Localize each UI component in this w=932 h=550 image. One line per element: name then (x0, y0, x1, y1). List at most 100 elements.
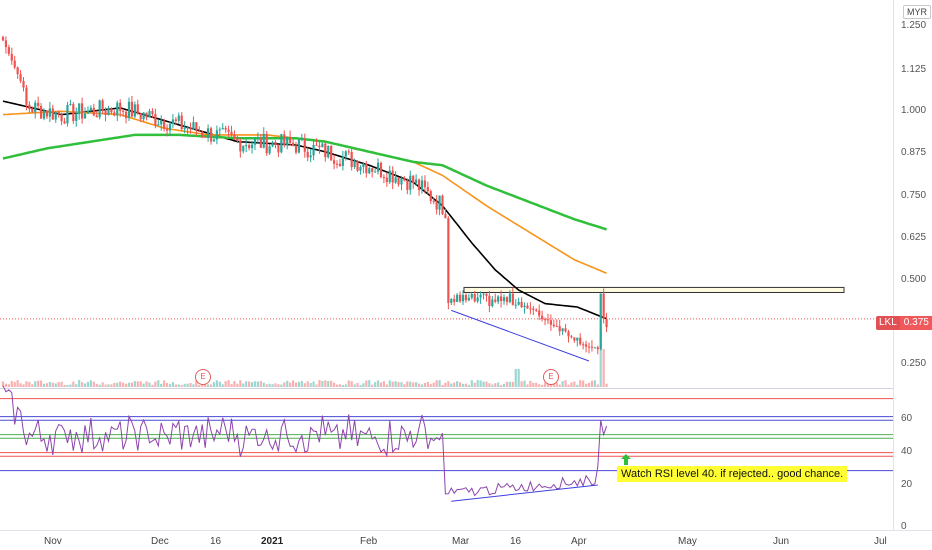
time-tick: Mar (452, 536, 470, 547)
volume-bar (101, 382, 104, 387)
candle-body (165, 128, 169, 131)
volume-bar (438, 380, 441, 387)
candle-body (212, 139, 216, 142)
candle-body (359, 167, 362, 171)
candle-body (306, 151, 309, 158)
time-tick: Feb (360, 536, 378, 547)
volume-bar (165, 382, 169, 387)
candle-body (394, 177, 397, 183)
volume-bar (92, 381, 95, 387)
currency-badge[interactable]: MYR (903, 5, 931, 19)
candle-body (180, 115, 183, 130)
volume-bar (371, 384, 374, 387)
candle-body (327, 145, 330, 158)
candle-body (552, 324, 555, 327)
candle-body (122, 110, 125, 112)
volume-bar (409, 381, 412, 387)
volume-bar (485, 381, 488, 387)
candle-body (130, 101, 134, 117)
volume-bar (274, 383, 277, 387)
volume-bar (508, 381, 511, 387)
candle-body (573, 337, 576, 341)
earnings-event-icon[interactable]: E (543, 369, 559, 385)
candle-body (347, 151, 350, 153)
candle-body (543, 319, 547, 321)
volume-bar (86, 381, 90, 387)
candle-body (209, 128, 213, 142)
candle-body (57, 112, 60, 115)
candle-body (549, 320, 553, 325)
volume-bar (338, 384, 342, 387)
candle-body (371, 168, 374, 172)
symbol-label: LKL (876, 316, 900, 330)
candle-body (309, 155, 312, 158)
volume-bar (417, 383, 421, 387)
volume-bar (505, 381, 509, 387)
volume-bar (4, 383, 8, 387)
candle-body (388, 170, 391, 183)
volume-bar (233, 381, 236, 387)
volume-bar (347, 380, 350, 387)
candle-body (289, 136, 292, 143)
candle-body (157, 124, 160, 126)
candle-body (473, 293, 476, 302)
candle-body (4, 40, 8, 48)
candle-body (104, 111, 107, 115)
volume-bar (324, 380, 327, 387)
volume-bar (259, 381, 262, 387)
candle-body (376, 162, 380, 172)
volume-bar (75, 384, 78, 387)
volume-bar (344, 384, 347, 387)
volume-bar (467, 384, 470, 387)
candle-body (192, 122, 195, 130)
candle-body (476, 297, 479, 302)
time-tick: Jun (773, 536, 789, 547)
volume-bar (564, 380, 567, 387)
candle-body (10, 53, 13, 61)
candle-body (409, 175, 412, 190)
candle-body (429, 191, 432, 201)
annotation-note[interactable]: Watch RSI level 40. if rejected.. good c… (617, 466, 848, 482)
volume-bar (89, 380, 92, 387)
price-tick: 0.250 (901, 358, 926, 369)
candle-body (464, 294, 468, 301)
candle-body (356, 160, 359, 171)
candle-body (532, 308, 535, 310)
earnings-event-icon[interactable]: E (195, 369, 211, 385)
volume-bar (558, 384, 561, 387)
candle-body (16, 67, 19, 75)
candle-body (315, 144, 318, 146)
volume-bar (368, 380, 371, 387)
volume-bar (218, 381, 221, 387)
volume-bar (341, 384, 344, 387)
candle-body (538, 310, 541, 316)
candle-body (385, 177, 388, 183)
candle-body (95, 115, 98, 118)
volume-bar (441, 384, 444, 387)
candle-body (25, 87, 28, 105)
volume-bar (473, 382, 476, 387)
volume-bar (113, 382, 116, 387)
volume-bar (48, 381, 51, 387)
volume-bar (567, 384, 570, 387)
volume-bar (482, 381, 485, 387)
candle-body (303, 138, 306, 152)
resistance-zone[interactable] (463, 286, 845, 293)
volume-bar (116, 382, 119, 387)
candle-body (494, 299, 497, 302)
volume-bar (511, 381, 514, 387)
price-tick: 0.750 (901, 190, 926, 201)
candle-body (83, 113, 87, 119)
price-trendline[interactable] (451, 309, 590, 362)
volume-bar (239, 380, 242, 387)
volume-bar (19, 383, 22, 387)
candle-body (198, 130, 201, 132)
volume-bar (192, 384, 195, 387)
volume-bar (45, 383, 49, 387)
rsi-trendline[interactable] (451, 484, 598, 502)
time-tick: Jul (874, 536, 887, 547)
candle-body (300, 138, 303, 140)
candle-body (168, 123, 172, 131)
candle-body (42, 110, 46, 119)
